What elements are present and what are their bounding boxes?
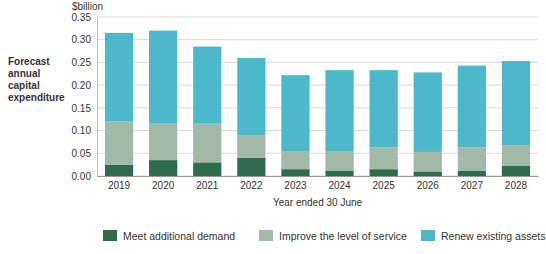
legend: Meet additional demand Improve the level …	[103, 230, 545, 242]
bar	[105, 165, 133, 176]
grid-line	[97, 17, 538, 18]
tick: 0.20	[72, 80, 97, 91]
tick-label: 2027	[461, 180, 484, 191]
legend-label: Improve the level of service	[279, 230, 407, 242]
bar	[149, 124, 177, 160]
tick: 0.25	[72, 57, 97, 68]
tick: 2024	[328, 176, 351, 191]
bar	[105, 121, 133, 164]
tick: 2025	[373, 176, 396, 191]
bar	[281, 75, 309, 151]
bar	[237, 135, 265, 158]
tick-label: 0.00	[72, 171, 92, 182]
y-axis: 0.00 0.05 0.10 0.15 0.20 0.25 0.30 0.35	[72, 12, 98, 182]
tick-label: 0.20	[72, 80, 92, 91]
bar	[193, 162, 221, 176]
bar	[281, 169, 309, 176]
bar	[105, 33, 133, 122]
tick: 2027	[461, 176, 484, 191]
bar	[370, 169, 398, 176]
bars	[105, 31, 530, 176]
bar	[458, 147, 486, 170]
bar	[502, 166, 530, 176]
bar	[414, 171, 442, 176]
tick-label: 2023	[284, 180, 307, 191]
series	[105, 31, 530, 152]
legend-item: Renew existing assets	[421, 230, 545, 242]
legend-label: Renew existing assets	[441, 230, 545, 242]
bar	[193, 47, 221, 124]
bar	[370, 147, 398, 169]
tick-label: 2028	[505, 180, 528, 191]
tick-label: 2020	[152, 180, 175, 191]
legend-item: Improve the level of service	[259, 230, 407, 242]
tick: 0.05	[72, 148, 97, 159]
bar	[414, 152, 442, 172]
bar	[281, 151, 309, 169]
tick-label: 2019	[108, 180, 131, 191]
x-axis-title: Year ended 30 June	[273, 197, 363, 208]
bar	[325, 151, 353, 171]
chart: 0.00 0.05 0.10 0.15 0.20 0.25 0.30 0.35 2019 2020…	[0, 0, 546, 254]
tick-label: 2021	[196, 180, 219, 191]
bar	[149, 31, 177, 124]
tick: 0.00	[72, 171, 97, 182]
tick-label: 0.10	[72, 125, 92, 136]
tick: 0.15	[72, 103, 97, 114]
bar	[325, 171, 353, 176]
bar	[458, 171, 486, 176]
tick-label: 0.25	[72, 57, 92, 68]
tick: 2026	[417, 176, 440, 191]
bar	[502, 145, 530, 166]
tick-label: 2022	[240, 180, 263, 191]
bar	[237, 58, 265, 135]
y-axis-title: Forecastannualcapitalexpenditure	[8, 56, 65, 103]
bar	[458, 66, 486, 148]
bar	[193, 124, 221, 163]
tick: 2019	[108, 176, 131, 191]
tick: 0.35	[72, 12, 97, 23]
plot: 0.00 0.05 0.10 0.15 0.20 0.25 0.30 0.35 2019 2020…	[72, 12, 539, 191]
tick-label: 2025	[373, 180, 396, 191]
legend-item: Meet additional demand	[103, 230, 235, 242]
grid	[97, 17, 538, 176]
axis-line	[98, 176, 539, 177]
tick: 0.10	[72, 125, 97, 136]
axis-line	[97, 18, 98, 177]
y-unit: $billion	[72, 1, 103, 12]
tick: 2023	[284, 176, 307, 191]
tick-label: 2024	[328, 180, 351, 191]
legend-swatch	[259, 230, 273, 241]
tick-label: 0.15	[72, 103, 92, 114]
bar	[325, 70, 353, 151]
tick-label: 2026	[417, 180, 440, 191]
legend-label: Meet additional demand	[123, 230, 235, 242]
bar	[237, 158, 265, 176]
tick-label: 0.35	[72, 12, 92, 23]
tick: 2028	[505, 176, 528, 191]
tick: 2021	[196, 176, 219, 191]
bar	[149, 160, 177, 176]
legend-swatch	[421, 230, 435, 241]
tick-label: 0.05	[72, 148, 92, 159]
tick-label: 0.30	[72, 34, 92, 45]
bar	[414, 72, 442, 152]
bar	[502, 61, 530, 145]
bar	[370, 70, 398, 147]
legend-swatch	[103, 230, 117, 241]
tick: 2022	[240, 176, 263, 191]
tick: 2020	[152, 176, 175, 191]
tick: 0.30	[72, 34, 97, 45]
x-axis: 2019 2020 2021 2022 2023 2024 2025 2026 2027 2028	[98, 176, 539, 191]
